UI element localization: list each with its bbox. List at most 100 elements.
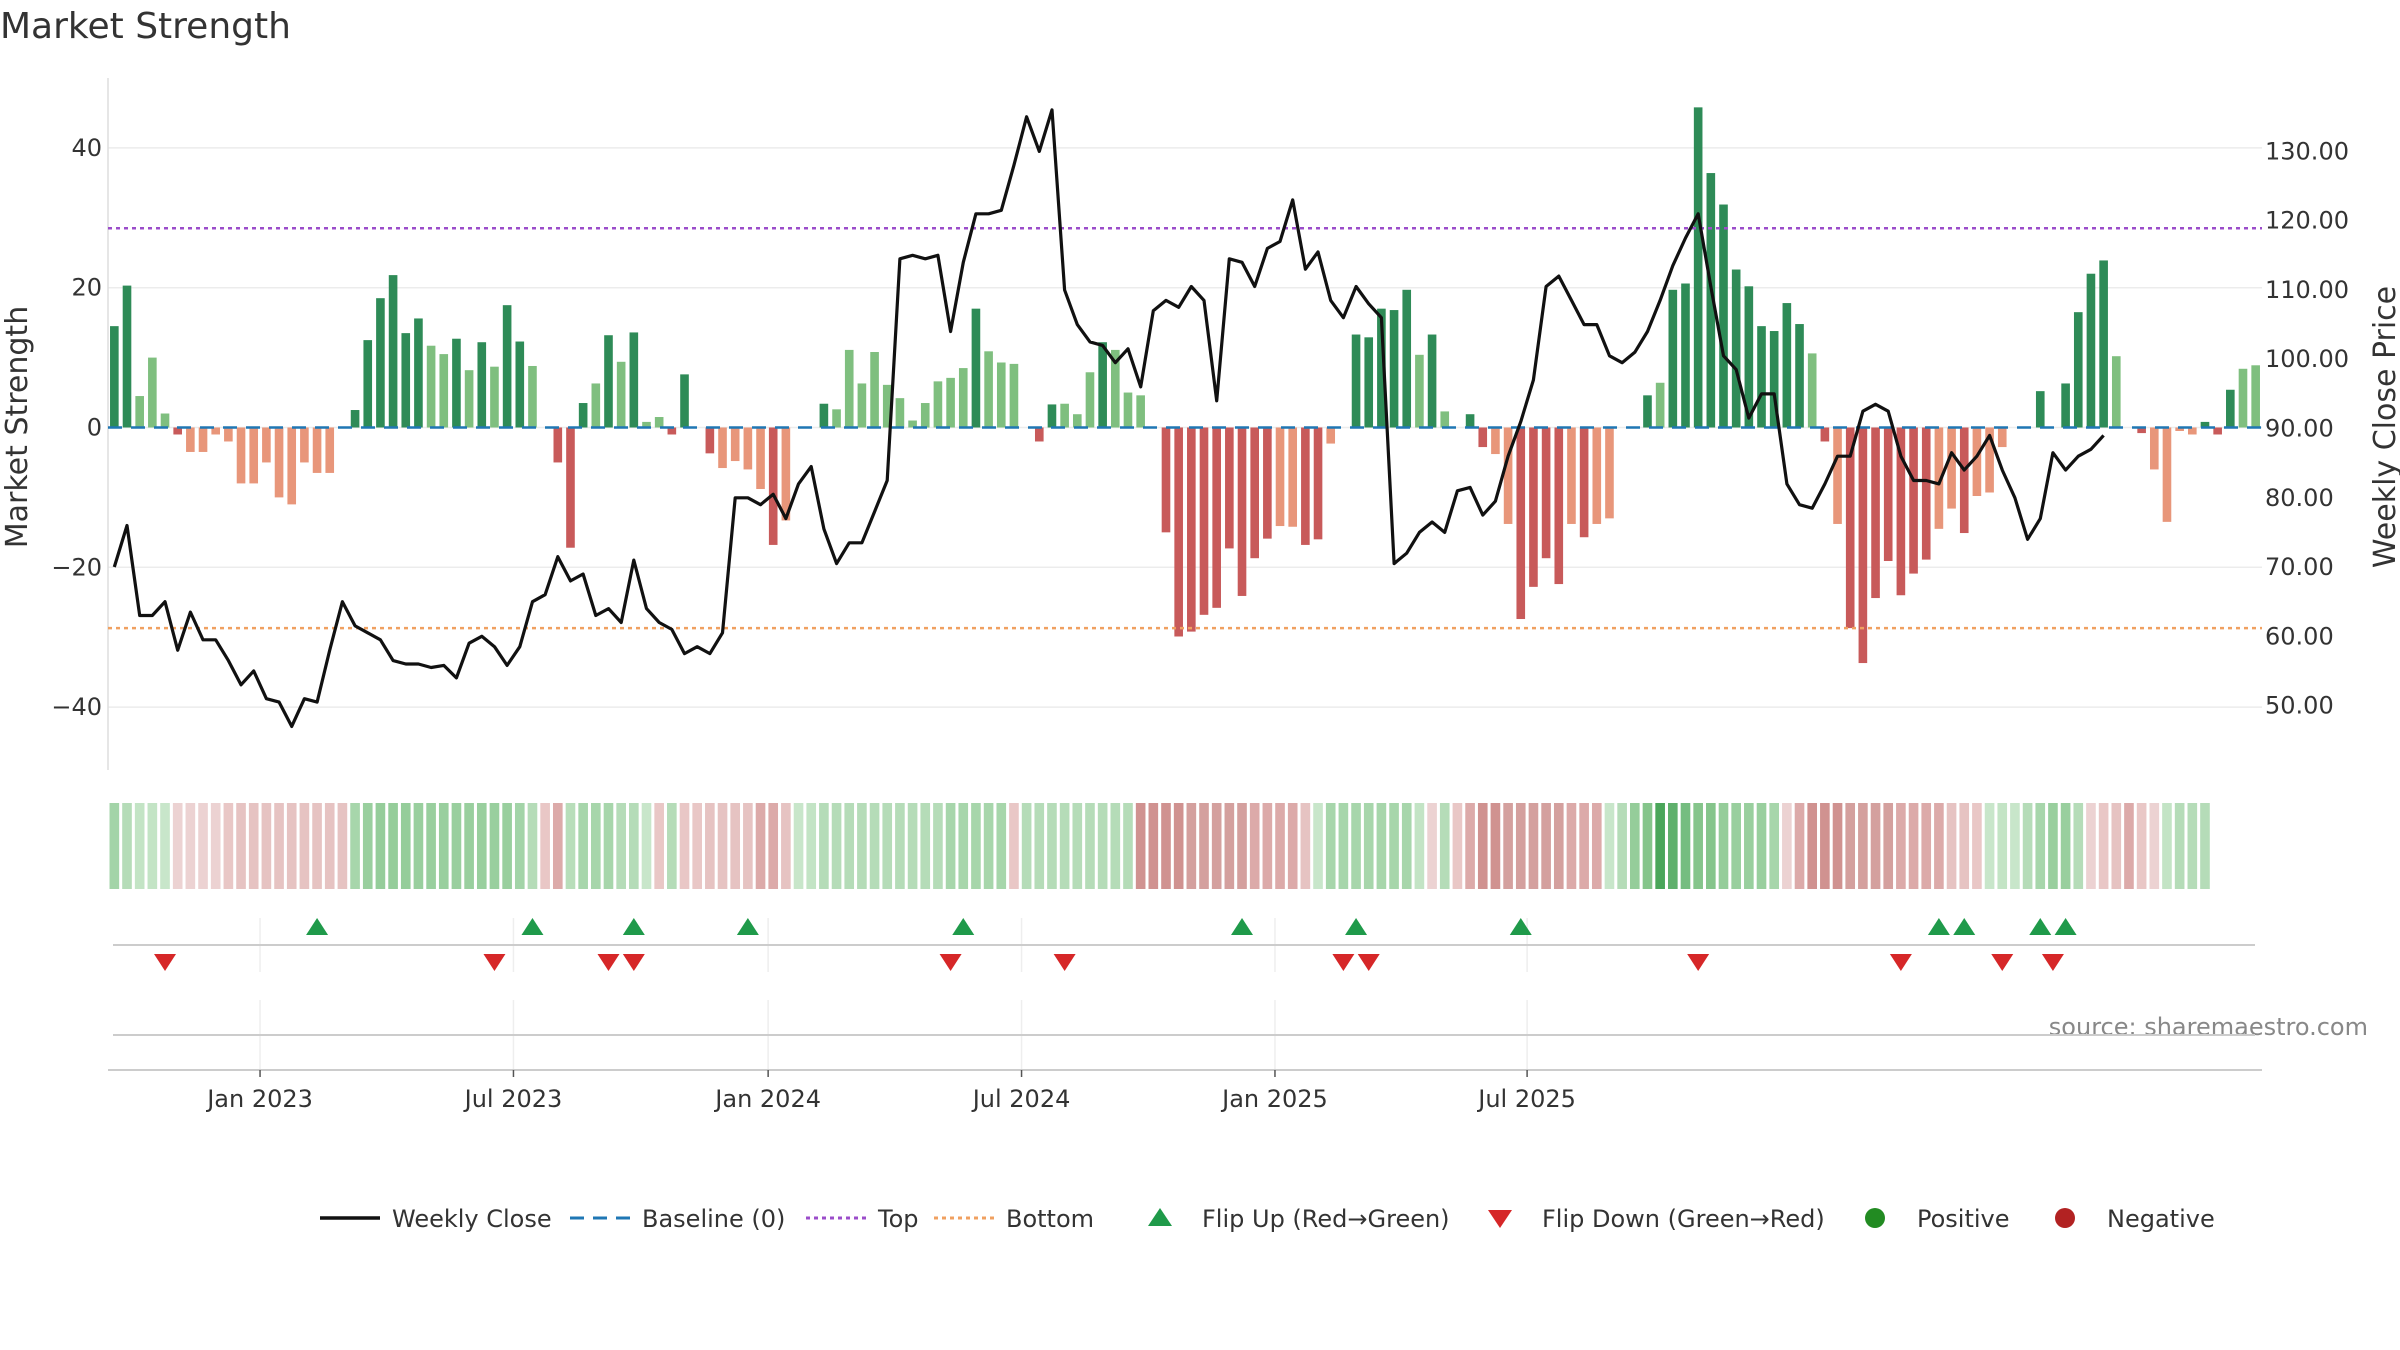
strength-strip-cell	[869, 803, 880, 889]
strength-strip-cell	[1224, 803, 1235, 889]
flip-down-marker	[597, 954, 620, 971]
strength-strip-cell	[1237, 803, 1247, 889]
strength-strip-cell	[122, 803, 132, 889]
flip-up-marker	[1927, 918, 1950, 935]
strength-strip-cell	[2174, 803, 2185, 889]
left-tick-label: 0	[87, 413, 102, 441]
left-tick-label: 20	[71, 274, 102, 302]
strength-strip-cell	[350, 803, 360, 889]
strength-bar	[1237, 427, 1247, 596]
strength-strip-cell	[1490, 803, 1501, 889]
strength-strip-cell	[489, 803, 500, 889]
strength-strip-cell	[172, 803, 183, 889]
strength-strip-cell	[1085, 803, 1095, 889]
strength-strip-cell	[730, 803, 741, 889]
strength-bar	[1465, 414, 1475, 428]
strength-strip-cell	[185, 803, 196, 889]
strength-bar	[2137, 427, 2146, 434]
strength-strip-cell	[1528, 803, 1539, 889]
strength-strip-cell	[1921, 803, 1932, 889]
flip-down-marker	[1991, 954, 2014, 971]
strength-strip-cell	[629, 803, 639, 889]
strength-bar	[1807, 353, 1817, 428]
strength-bar	[1959, 427, 1969, 534]
strength-bar	[591, 383, 601, 428]
strength-bar	[2099, 260, 2108, 428]
strength-bar	[186, 427, 195, 452]
strength-bar	[287, 427, 297, 505]
strength-bar	[920, 403, 930, 428]
strength-strip-cell	[1820, 803, 1830, 889]
flip-up-marker	[1509, 918, 1532, 935]
strength-strip-cell	[2124, 803, 2134, 889]
legend-circle-swatch	[2055, 1208, 2075, 1228]
strength-strip-cell	[806, 803, 817, 889]
strength-bar	[262, 427, 271, 463]
strength-bar	[1972, 427, 1982, 496]
strength-bar	[224, 427, 233, 442]
strength-bar	[844, 349, 854, 428]
strength-bar	[439, 354, 449, 428]
strength-strip-cell	[2098, 803, 2109, 889]
strength-strip-cell	[1642, 803, 1653, 889]
strength-bar	[680, 374, 689, 428]
strength-strip-cell	[552, 803, 563, 889]
strength-bar	[1516, 427, 1526, 620]
strength-bar	[1085, 372, 1095, 428]
strength-bar	[110, 326, 119, 428]
strength-bar	[1212, 427, 1221, 608]
right-tick-label: 90.00	[2265, 415, 2334, 443]
strength-strip-cell	[1591, 803, 1602, 889]
strength-bar	[2200, 421, 2210, 428]
strength-bar	[1605, 427, 1614, 519]
strength-strip-cell	[1693, 803, 1703, 889]
strength-bar	[1427, 334, 1437, 428]
left-axis-label: Market Strength	[0, 306, 35, 548]
strength-strip-cell	[1161, 803, 1171, 889]
strength-strip-cell	[1249, 803, 1260, 889]
strength-bar	[1579, 427, 1589, 538]
strength-bar	[933, 381, 943, 428]
strength-strip-cell	[1794, 803, 1805, 889]
strength-strip-cell	[1541, 803, 1551, 889]
strength-strip-cell	[1984, 803, 1995, 889]
strength-bar	[312, 427, 322, 473]
strength-strip-cell	[831, 803, 842, 889]
strength-strip-cell	[1262, 803, 1273, 889]
strength-strip-cell	[1376, 803, 1387, 889]
strength-strip-cell	[882, 803, 893, 889]
strength-strip-cell	[274, 803, 284, 889]
right-tick-label: 70.00	[2265, 553, 2334, 581]
strength-strip-cell	[1579, 803, 1589, 889]
strength-bar	[1111, 349, 1120, 428]
strength-bar	[1275, 427, 1285, 527]
strength-bar	[616, 361, 626, 428]
flip-down-marker	[1053, 954, 1076, 971]
flip-up-marker	[1953, 918, 1976, 935]
strength-bar	[1250, 427, 1259, 559]
strength-bar	[1072, 414, 1082, 428]
right-tick-label: 120.00	[2265, 207, 2349, 235]
strength-bar	[1009, 363, 1019, 428]
strength-strip-cell	[1427, 803, 1437, 889]
strength-bar	[148, 357, 157, 428]
legend-flip-down-swatch	[1488, 1210, 1512, 1228]
strength-bar	[426, 345, 436, 428]
legend-label: Flip Up (Red→Green)	[1202, 1205, 1450, 1233]
strength-strip-cell	[388, 803, 398, 889]
strength-strip-cell	[1148, 803, 1159, 889]
strength-strip-cell	[1199, 803, 1209, 889]
legend-label: Top	[877, 1205, 919, 1233]
strength-bar	[477, 342, 487, 428]
strength-strip-cell	[1807, 803, 1818, 889]
strength-bar	[768, 427, 778, 545]
strength-bar	[667, 427, 677, 435]
strength-bar	[1858, 427, 1868, 664]
strength-strip-cell	[2136, 803, 2147, 889]
strength-bar	[756, 427, 765, 490]
strength-strip-cell	[2187, 803, 2198, 889]
flip-up-marker	[1345, 918, 1368, 935]
strength-bar	[1693, 107, 1703, 428]
strength-strip-cell	[1972, 803, 1982, 889]
strength-bar	[996, 362, 1006, 428]
